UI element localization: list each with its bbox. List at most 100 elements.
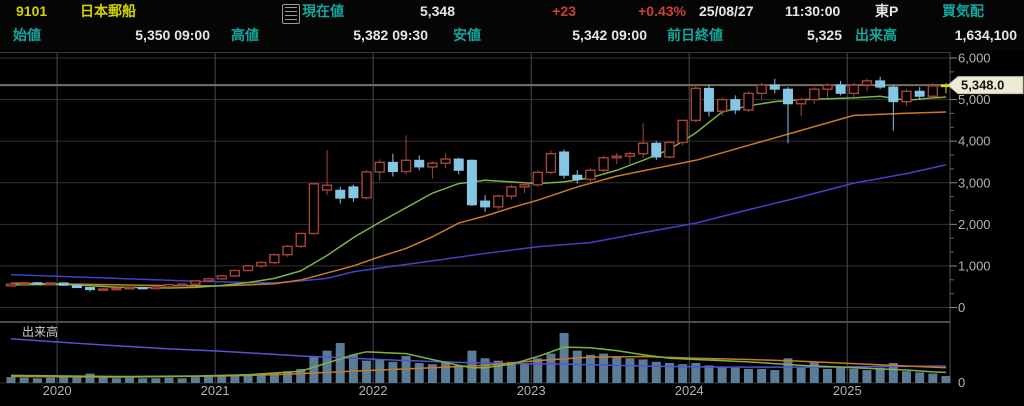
open-value: 5,350 09:00 <box>135 27 210 43</box>
candle <box>532 171 543 186</box>
candle <box>414 159 425 168</box>
volume-bar <box>190 377 200 383</box>
volume-bar <box>822 368 832 383</box>
candle <box>888 86 899 103</box>
volume-bar <box>243 374 253 383</box>
year-label: 2021 <box>201 383 230 398</box>
volume-bar <box>322 350 332 383</box>
price-axis-label: 3,000 <box>958 175 991 190</box>
volume-bar <box>388 361 398 383</box>
candle <box>809 88 820 101</box>
quote-time: 11:30:00 <box>785 3 841 19</box>
volume-bar <box>546 353 556 383</box>
price-axis-label: 6,000 <box>958 51 991 66</box>
candle <box>927 85 939 97</box>
volume-bar <box>770 370 780 383</box>
price-volume-chart[interactable]: 2020 2021 2022 2023 2024 2025 6,000 5,000 4,000 3… <box>0 50 1024 401</box>
candle <box>137 287 148 290</box>
candle <box>361 171 372 199</box>
stock-name: 日本郵船 <box>80 3 136 19</box>
price-change: +23 <box>552 3 576 19</box>
volume-bar <box>678 364 688 383</box>
volume-bar <box>164 377 174 383</box>
volume-axis-zero-label: 0 <box>958 375 965 390</box>
volume-label: 出来高 <box>855 27 897 43</box>
candle <box>374 161 385 173</box>
price-axis: 6,000 5,000 4,000 3,000 2,000 1,000 0 0 <box>950 51 991 390</box>
candle <box>85 287 96 291</box>
candle <box>769 84 780 90</box>
candle <box>58 282 69 286</box>
price-ma-short-line <box>10 95 947 289</box>
prev-close-value: 5,325 <box>806 27 842 43</box>
volume-pane-label: 出来高 <box>22 324 58 339</box>
low-label: 安値 <box>453 27 481 43</box>
volume-bar <box>375 359 385 383</box>
candle <box>453 158 464 171</box>
candle <box>651 142 662 158</box>
candle <box>242 265 254 272</box>
volume-ma-mid-line <box>10 355 947 378</box>
volume-bar <box>585 354 595 383</box>
candle <box>282 245 293 256</box>
volume-bar <box>506 361 516 383</box>
candles-layer <box>5 76 952 292</box>
volume-bar <box>796 367 806 383</box>
year-label: 2024 <box>675 383 704 398</box>
candle <box>598 157 609 171</box>
candle <box>269 253 280 264</box>
price-ma-layer <box>10 95 947 289</box>
volume-bar <box>651 361 661 383</box>
candle <box>730 99 741 111</box>
volume-bar <box>111 378 121 383</box>
year-label: 2020 <box>43 383 72 398</box>
candle <box>756 84 767 95</box>
document-icon[interactable] <box>282 4 300 24</box>
year-label: 2023 <box>517 383 546 398</box>
volume-bar <box>204 376 214 383</box>
volume-bar <box>757 368 767 383</box>
candle <box>716 98 728 112</box>
candle <box>875 80 886 88</box>
volume-bar <box>520 364 530 383</box>
volume-bar <box>901 371 911 383</box>
candle <box>18 282 30 285</box>
candle <box>585 169 596 181</box>
candle <box>321 184 333 191</box>
volume-bar <box>928 373 938 383</box>
candle <box>111 287 122 291</box>
price-axis-label: 4,000 <box>958 134 991 149</box>
volume-bar <box>625 358 635 383</box>
volume-bar <box>743 368 753 383</box>
volume-bar <box>6 377 16 383</box>
grid-layer <box>0 52 951 384</box>
volume-bar <box>151 378 161 383</box>
candle <box>624 152 636 157</box>
candle <box>664 141 675 158</box>
candle <box>229 269 241 277</box>
volume-bar <box>467 350 477 383</box>
volume-bar <box>256 374 266 383</box>
volume-bar <box>230 375 240 383</box>
high-label: 高値 <box>231 27 259 43</box>
volume-bar <box>46 377 56 383</box>
price-axis-label: 0 <box>958 300 965 315</box>
candle <box>256 261 267 267</box>
candle <box>901 90 912 103</box>
volume-ma-layer <box>10 338 947 378</box>
candle <box>822 84 833 90</box>
candle <box>545 152 557 174</box>
volume-bar <box>125 377 135 383</box>
quote-header-row-1: 9101 日本郵船 現在値 5,348 +23 +0.43% 25/08/27 … <box>0 1 1024 24</box>
chart-area[interactable]: 2020 2021 2022 2023 2024 2025 6,000 5,000 4,000 3… <box>0 50 1024 401</box>
volume-bar <box>427 364 437 383</box>
volume-bar <box>559 333 569 383</box>
volume-bar <box>875 367 885 383</box>
current-price-value: 5,348 <box>419 3 455 19</box>
candle <box>743 92 754 111</box>
volume-bar <box>862 370 872 383</box>
candle <box>335 189 346 199</box>
volume-bar <box>691 363 701 383</box>
volume-bar <box>269 373 279 383</box>
